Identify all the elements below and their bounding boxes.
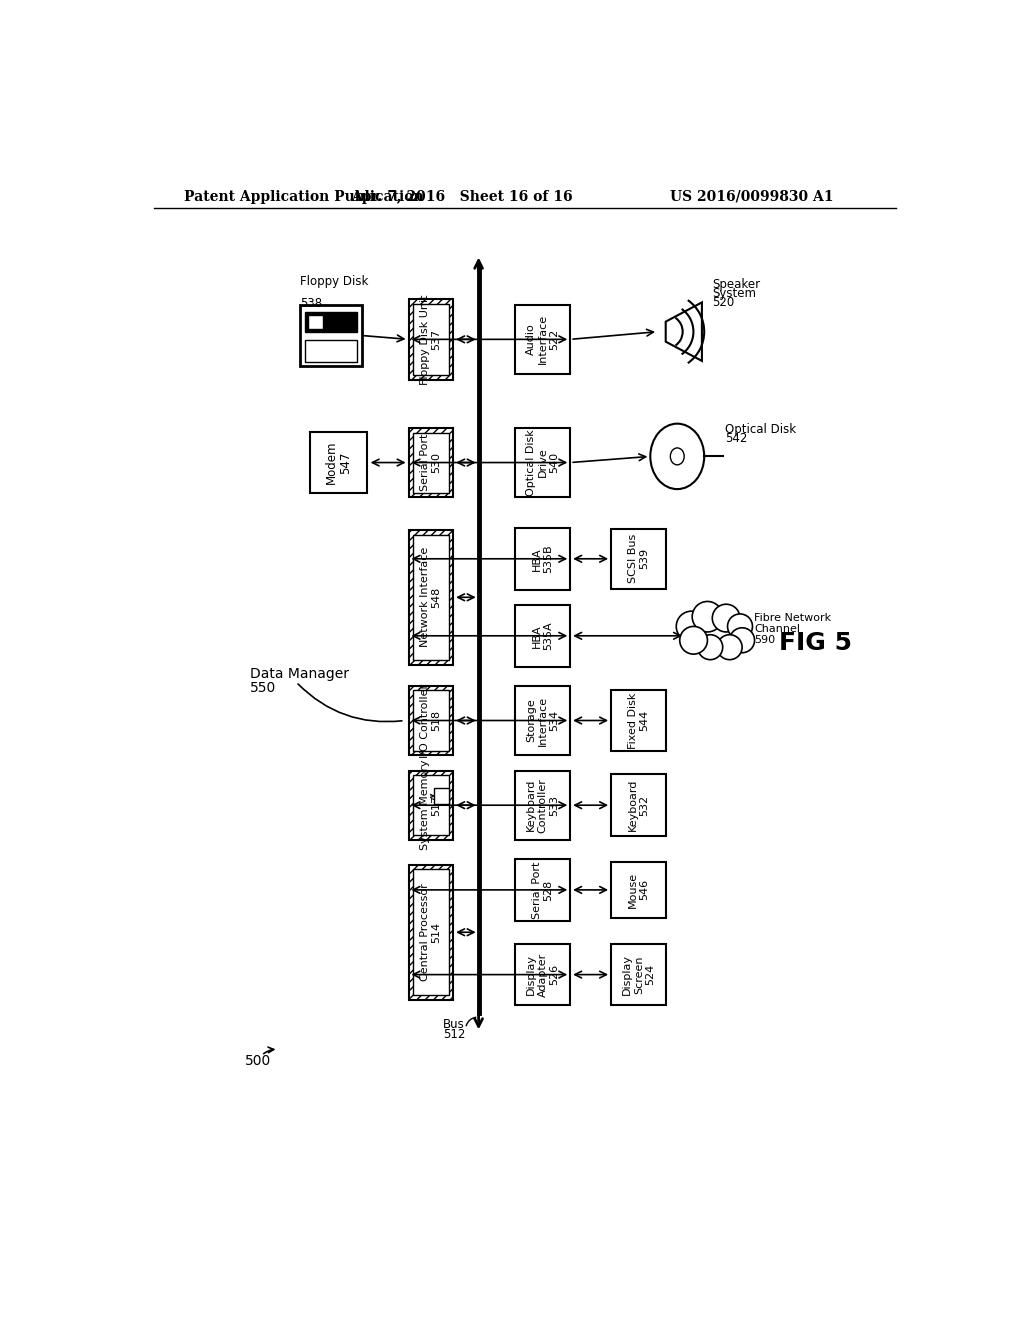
Text: Patent Application Publication: Patent Application Publication xyxy=(184,190,424,203)
Text: HBA
535B: HBA 535B xyxy=(531,544,553,573)
Text: Bus: Bus xyxy=(443,1018,465,1031)
Circle shape xyxy=(680,627,708,655)
Bar xyxy=(611,775,667,836)
Circle shape xyxy=(717,635,742,660)
Polygon shape xyxy=(666,302,701,360)
Bar xyxy=(515,771,570,840)
Text: Mouse
546: Mouse 546 xyxy=(628,871,649,908)
Circle shape xyxy=(730,628,755,653)
Text: Optical Disk
Drive
540: Optical Disk Drive 540 xyxy=(526,429,559,496)
Circle shape xyxy=(727,614,753,639)
Bar xyxy=(413,870,449,995)
Bar xyxy=(409,686,454,755)
Text: Fixed Disk
544: Fixed Disk 544 xyxy=(628,692,649,748)
Text: 590: 590 xyxy=(755,635,775,644)
Text: 512: 512 xyxy=(442,1028,465,1041)
Text: FIG 5: FIG 5 xyxy=(779,631,852,656)
Bar xyxy=(611,529,667,589)
Text: Modem
547: Modem 547 xyxy=(325,441,352,484)
Text: 500: 500 xyxy=(245,1053,270,1068)
Bar xyxy=(304,341,357,362)
Bar xyxy=(307,315,323,330)
Text: Keyboard
Controller
533: Keyboard Controller 533 xyxy=(526,777,559,833)
Text: 542: 542 xyxy=(725,432,748,445)
Bar xyxy=(515,305,570,374)
Bar xyxy=(409,771,454,840)
Bar xyxy=(515,605,570,667)
Text: Serial Port
530: Serial Port 530 xyxy=(420,434,441,491)
Text: 550: 550 xyxy=(250,681,276,696)
Circle shape xyxy=(676,611,707,642)
Bar xyxy=(309,432,368,494)
Bar xyxy=(413,433,449,492)
Bar xyxy=(611,689,667,751)
Text: US 2016/0099830 A1: US 2016/0099830 A1 xyxy=(670,190,834,203)
Text: Network Interface
548: Network Interface 548 xyxy=(420,548,441,647)
Text: Audio
Interface
522: Audio Interface 522 xyxy=(526,314,559,364)
Text: Floppy Disk: Floppy Disk xyxy=(300,275,369,288)
Bar xyxy=(304,313,357,331)
Ellipse shape xyxy=(650,424,705,490)
Bar xyxy=(515,428,570,498)
Text: System Memory
517: System Memory 517 xyxy=(420,760,441,850)
Bar xyxy=(409,428,454,498)
Text: I/O Controller
518: I/O Controller 518 xyxy=(420,684,441,758)
Bar xyxy=(611,944,667,1006)
Text: SCSI Bus
539: SCSI Bus 539 xyxy=(628,535,649,583)
Text: Display
Adapter
526: Display Adapter 526 xyxy=(526,953,559,997)
Text: Optical Disk: Optical Disk xyxy=(725,422,796,436)
Text: Storage
Interface
534: Storage Interface 534 xyxy=(526,696,559,746)
Circle shape xyxy=(713,605,740,632)
Ellipse shape xyxy=(671,447,684,465)
Text: Apr. 7, 2016   Sheet 16 of 16: Apr. 7, 2016 Sheet 16 of 16 xyxy=(351,190,572,203)
Bar xyxy=(515,528,570,590)
Bar xyxy=(409,529,454,665)
Bar xyxy=(409,298,454,380)
Bar xyxy=(300,305,361,367)
Text: HBA
535A: HBA 535A xyxy=(531,622,553,651)
Bar xyxy=(413,690,449,751)
Text: Display
Screen
524: Display Screen 524 xyxy=(623,954,655,995)
Bar xyxy=(434,788,450,804)
Text: Fibre Network: Fibre Network xyxy=(755,612,831,623)
Circle shape xyxy=(692,602,723,632)
Bar xyxy=(413,304,449,375)
Text: System: System xyxy=(712,286,756,300)
Bar xyxy=(515,686,570,755)
Text: Floppy Disk Unit
537: Floppy Disk Unit 537 xyxy=(420,294,441,384)
Text: Serial Port
528: Serial Port 528 xyxy=(531,861,553,919)
Text: Speaker: Speaker xyxy=(712,277,760,290)
Text: Channel: Channel xyxy=(755,624,801,634)
Bar xyxy=(515,859,570,921)
Bar xyxy=(611,862,667,917)
Bar xyxy=(409,865,454,999)
Circle shape xyxy=(697,635,723,660)
Text: Data Manager: Data Manager xyxy=(250,668,349,681)
Bar xyxy=(515,944,570,1006)
Bar xyxy=(413,775,449,836)
Text: Keyboard
532: Keyboard 532 xyxy=(628,779,649,832)
Text: 520: 520 xyxy=(712,296,734,309)
Text: 538: 538 xyxy=(300,297,323,310)
Text: Central Processor
514: Central Processor 514 xyxy=(420,883,441,981)
Bar xyxy=(413,535,449,660)
